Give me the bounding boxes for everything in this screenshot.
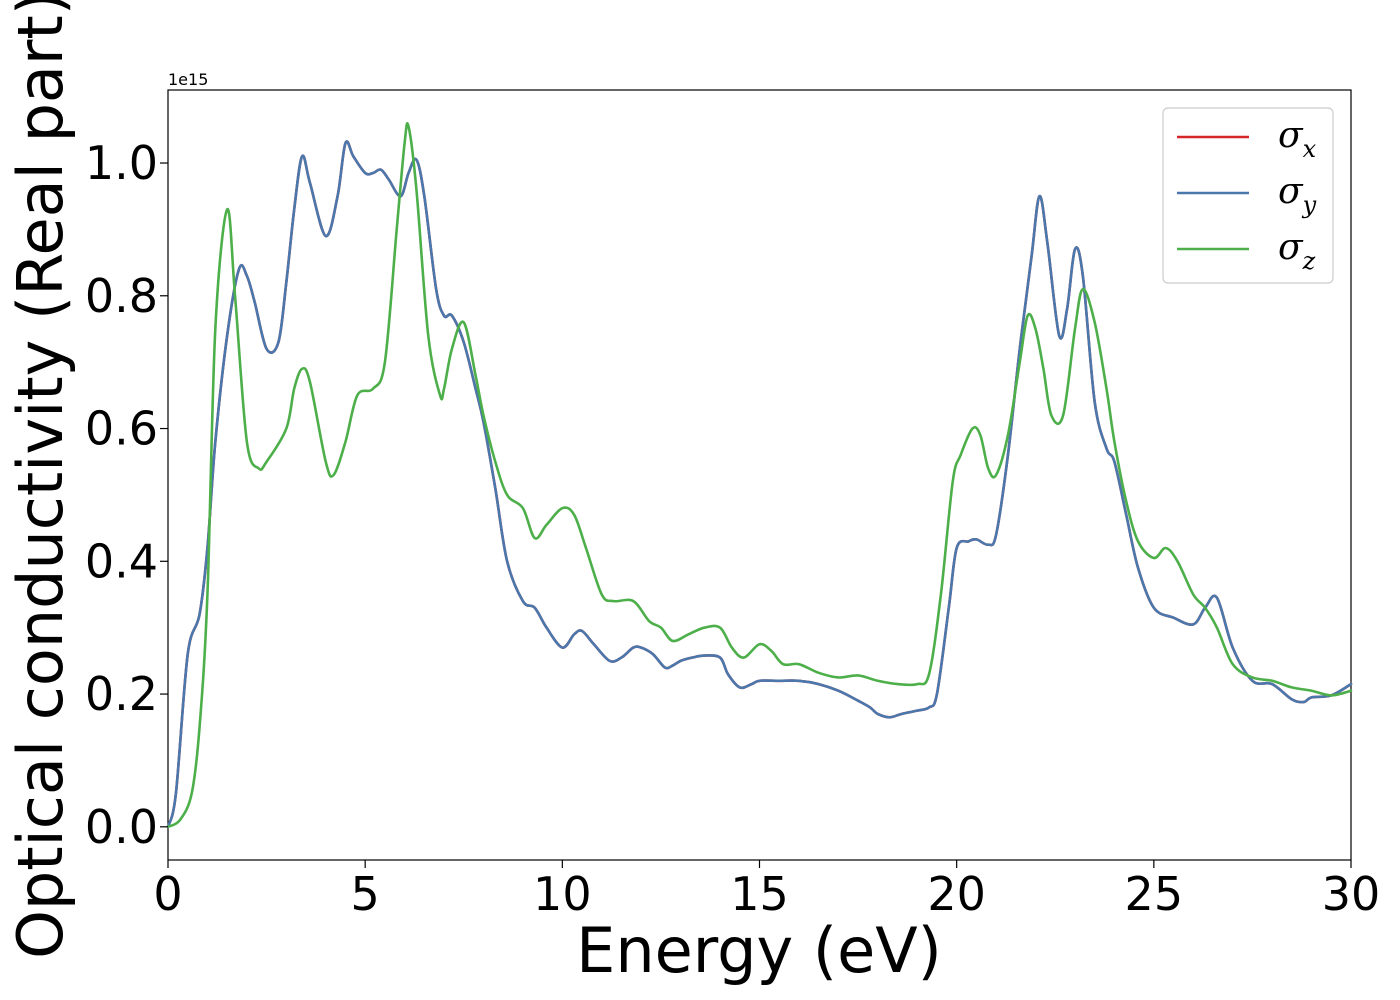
series-line-z: [166, 122, 1353, 829]
y-tick-label: 0.6: [85, 402, 158, 456]
y-tick-label: 0.8: [85, 269, 158, 323]
plot-area: [167, 89, 1352, 861]
legend-frame: [1162, 107, 1334, 284]
x-tick-label: 10: [533, 867, 592, 921]
x-tick-label: 20: [927, 867, 986, 921]
x-tick-label: 25: [1125, 867, 1184, 921]
y-offset-label: 1e15: [168, 70, 208, 89]
x-tick-label: 15: [730, 867, 789, 921]
y-tick-label: 1.0: [85, 136, 158, 190]
y-tick-label: 0.4: [85, 534, 158, 588]
x-tick-label: 30: [1322, 867, 1381, 921]
series-layer: [166, 122, 1353, 829]
x-tick-label: 0: [153, 867, 182, 921]
x-tick-label: 5: [351, 867, 380, 921]
series-line-y: [166, 140, 1353, 829]
x-axis: 0 5 10 15 20 25 30: [153, 860, 1380, 921]
y-axis-title: Optical conductivity (Real part): [4, 0, 77, 959]
y-tick-label: 0.2: [85, 667, 158, 721]
y-axis: 0.0 0.2 0.4 0.6 0.8 1.0: [85, 136, 168, 854]
x-axis-title: Energy (eV): [576, 914, 942, 987]
y-tick-label: 0.0: [85, 800, 158, 854]
